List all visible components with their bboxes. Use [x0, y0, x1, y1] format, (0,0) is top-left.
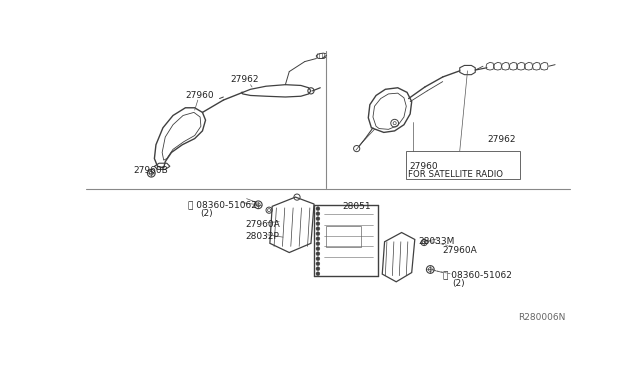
Text: 27962: 27962: [488, 135, 516, 144]
Text: (2): (2): [452, 279, 465, 289]
Text: 27960B: 27960B: [134, 166, 168, 175]
Circle shape: [316, 267, 320, 271]
Circle shape: [316, 262, 320, 266]
Circle shape: [316, 217, 320, 221]
Circle shape: [316, 252, 320, 256]
Circle shape: [316, 212, 320, 216]
Bar: [326, 225, 362, 247]
Text: 28032P: 28032P: [246, 232, 280, 241]
Text: (2): (2): [200, 209, 212, 218]
Text: 28051: 28051: [342, 202, 371, 211]
Circle shape: [316, 237, 320, 241]
Circle shape: [316, 247, 320, 251]
Circle shape: [316, 227, 320, 231]
Text: 27960A: 27960A: [246, 220, 280, 229]
Text: 27960: 27960: [410, 162, 438, 171]
Text: 28033M: 28033M: [418, 237, 454, 246]
Text: 27960A: 27960A: [443, 246, 477, 254]
Circle shape: [316, 207, 320, 211]
Circle shape: [316, 232, 320, 235]
Bar: [406, 151, 520, 179]
Text: FOR SATELLITE RADIO: FOR SATELLITE RADIO: [408, 170, 503, 179]
Text: Ⓢ 08360-51062: Ⓢ 08360-51062: [189, 200, 257, 209]
Text: R280006N: R280006N: [518, 312, 565, 322]
Circle shape: [316, 272, 320, 276]
Circle shape: [316, 257, 320, 261]
Text: Ⓢ 08360-51062: Ⓢ 08360-51062: [443, 270, 511, 279]
Circle shape: [316, 242, 320, 246]
Circle shape: [316, 222, 320, 225]
Text: 27962: 27962: [230, 76, 259, 84]
Text: 27960: 27960: [186, 91, 214, 100]
